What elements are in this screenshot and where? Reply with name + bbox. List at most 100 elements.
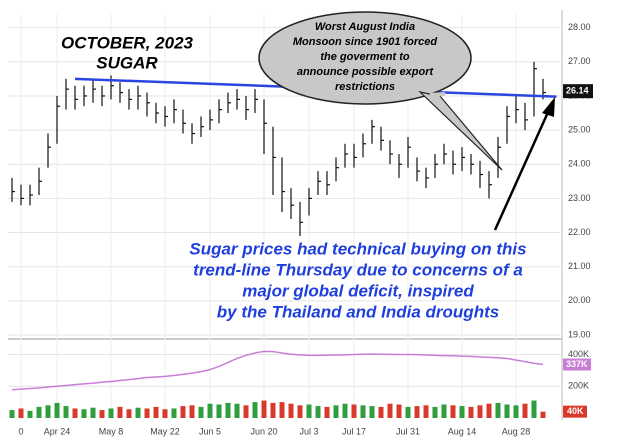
arrow-shaft xyxy=(493,109,551,231)
volume-bar xyxy=(351,404,357,418)
open-interest-box xyxy=(563,358,591,371)
volume-bar xyxy=(513,405,519,418)
volume-bar xyxy=(27,410,33,418)
y-tick-label: 23.00 xyxy=(568,193,591,203)
volume-bar xyxy=(504,404,510,418)
volume-bar xyxy=(99,410,105,418)
x-tick-label: Jun 5 xyxy=(199,426,221,436)
volume-bar xyxy=(459,406,465,418)
volume-bar xyxy=(90,407,96,418)
callout-text: announce possible export xyxy=(297,66,435,78)
y-tick-label: 21.00 xyxy=(568,261,591,271)
tail-joint xyxy=(429,92,446,97)
y-tick-label: 25.00 xyxy=(568,124,591,134)
volume-bar xyxy=(288,403,294,418)
volume-bar xyxy=(360,405,366,418)
volume-bar xyxy=(369,406,375,418)
volume-bar xyxy=(468,406,474,418)
volume-bar xyxy=(36,406,42,418)
volume-bar xyxy=(486,403,492,418)
volume-bar xyxy=(144,408,150,418)
volume-bar xyxy=(522,403,528,418)
volume-bar xyxy=(387,403,393,418)
volume-bar xyxy=(135,407,141,418)
volume-bar xyxy=(153,406,159,418)
volume-bar xyxy=(81,409,87,418)
volume-bar xyxy=(441,404,447,418)
y-tick-label: 200K xyxy=(568,381,589,391)
volume-bar xyxy=(315,406,321,418)
volume-bar xyxy=(180,406,186,418)
volume-bar xyxy=(396,404,402,418)
y-tick-label: 22.00 xyxy=(568,227,591,237)
x-tick-label: Aug 28 xyxy=(502,426,531,436)
annotation-text: Sugar prices had technical buying on thi… xyxy=(189,239,526,258)
volume-bar xyxy=(216,404,222,418)
y-tick-label: 28.00 xyxy=(568,22,591,32)
volume-box xyxy=(563,405,587,418)
volume-bar xyxy=(477,405,483,418)
x-tick-label: Jul 3 xyxy=(299,426,318,436)
x-tick-label: Jul 17 xyxy=(342,426,366,436)
annotation-text: by the Thailand and India droughts xyxy=(217,302,499,321)
volume-bar xyxy=(405,406,411,418)
x-tick-label: Jul 31 xyxy=(396,426,420,436)
annotation-text: trend-line Thursday due to concerns of a xyxy=(193,260,523,279)
volume-bar xyxy=(531,400,537,418)
x-tick-label: Aug 14 xyxy=(448,426,477,436)
y-tick-label: 20.00 xyxy=(568,295,591,305)
volume-bar xyxy=(189,405,195,418)
y-tick-label: 24.00 xyxy=(568,159,591,169)
volume-bar xyxy=(9,410,15,418)
volume-bar xyxy=(450,405,456,418)
volume-bar xyxy=(252,402,258,418)
annotation-text: major global deficit, inspired xyxy=(242,281,474,300)
volume-bar xyxy=(495,402,501,418)
x-tick-label: 0 xyxy=(18,426,23,436)
callout-text: Monsoon since 1901 forced xyxy=(293,36,438,48)
last-price-box xyxy=(563,84,593,99)
volume-bar xyxy=(342,403,348,418)
volume-bar xyxy=(333,405,339,418)
volume-bar xyxy=(378,406,384,418)
volume-bar xyxy=(54,402,60,418)
volume-bar xyxy=(117,406,123,418)
volume-bar xyxy=(126,409,132,418)
arrow-head xyxy=(542,97,555,117)
callout-text: the goverment to xyxy=(320,51,410,63)
volume-bar xyxy=(108,408,114,418)
callout-bubble xyxy=(258,11,472,105)
open-interest-line xyxy=(11,350,544,391)
volume-bar xyxy=(243,405,249,418)
volume-bar xyxy=(207,403,213,418)
volume-bar xyxy=(162,409,168,418)
x-tick-label: May 8 xyxy=(99,426,124,436)
volume-bar xyxy=(297,405,303,418)
volume-bar xyxy=(261,400,267,418)
volume-bar xyxy=(171,408,177,418)
y-tick-label: 27.00 xyxy=(568,56,591,66)
volume-bar xyxy=(540,411,546,418)
last-price-label: 26.14 xyxy=(566,86,589,96)
y-tick-label: 400K xyxy=(568,349,589,359)
volume-bar xyxy=(324,406,330,418)
volume-bar xyxy=(270,402,276,418)
volume-bar xyxy=(63,406,69,418)
volume-bar xyxy=(432,406,438,418)
x-tick-label: May 22 xyxy=(150,426,180,436)
volume-bar xyxy=(423,405,429,418)
volume-label: 40K xyxy=(567,406,584,416)
volume-bar xyxy=(45,405,51,418)
x-tick-label: Apr 24 xyxy=(44,426,71,436)
open-interest-label: 337K xyxy=(566,359,588,369)
callout-text: restrictions xyxy=(335,81,395,93)
volume-bar xyxy=(414,406,420,418)
x-tick-label: Jun 20 xyxy=(250,426,277,436)
chart-title: OCTOBER, 2023 xyxy=(61,33,194,52)
volume-bar xyxy=(225,402,231,418)
volume-bar xyxy=(18,408,24,418)
chart-title: SUGAR xyxy=(96,53,158,72)
volume-bar xyxy=(306,404,312,418)
